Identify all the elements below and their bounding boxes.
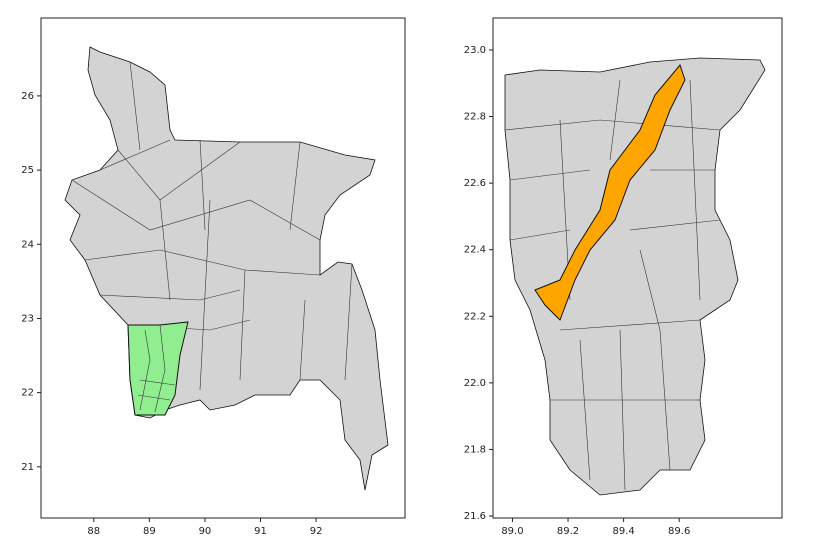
country-outline [64,46,389,491]
district-borders [71,61,353,391]
x-tick-label: 90 [199,526,212,537]
x-tick-label: 89.0 [501,526,523,537]
x-tick-label: 92 [310,526,323,537]
river-lines [137,324,176,413]
axes: 88 89 90 91 92 21 22 23 24 25 26 [21,17,406,537]
y-tick-label: 22 [21,388,34,399]
highlight-region [127,321,189,416]
union-borders [504,79,721,491]
map-left [64,46,389,491]
x-tick-label: 89.2 [557,526,579,537]
map-right [504,57,766,496]
highlight-region [534,63,686,321]
y-tick-label: 21 [21,462,34,473]
x-tick-label: 91 [254,526,267,537]
y-tick-label: 21.6 [464,511,486,522]
y-tick-label: 21.8 [464,444,486,455]
y-tick-label: 24 [21,239,34,250]
y-tick-label: 26 [21,91,34,102]
y-tick-label: 22.6 [464,178,486,189]
x-tick-label: 89.6 [668,526,690,537]
x-tick-label: 89.4 [612,526,634,537]
axes: 89.0 89.2 89.4 89.6 21.6 21.8 22.0 22.2 22.4 22.6… [464,17,783,537]
y-tick-label: 22.8 [464,112,486,123]
axes-frame [40,17,406,519]
x-tick-label: 89 [143,526,156,537]
y-tick-label: 22.4 [464,245,486,256]
x-tick-label: 88 [87,526,100,537]
y-tick-label: 23.0 [464,45,486,56]
y-tick-label: 22.2 [464,311,486,322]
y-tick-label: 25 [21,165,34,176]
y-tick-label: 22.0 [464,378,486,389]
y-tick-label: 23 [21,313,34,324]
axes-frame [492,17,783,519]
region-outline [504,57,766,496]
